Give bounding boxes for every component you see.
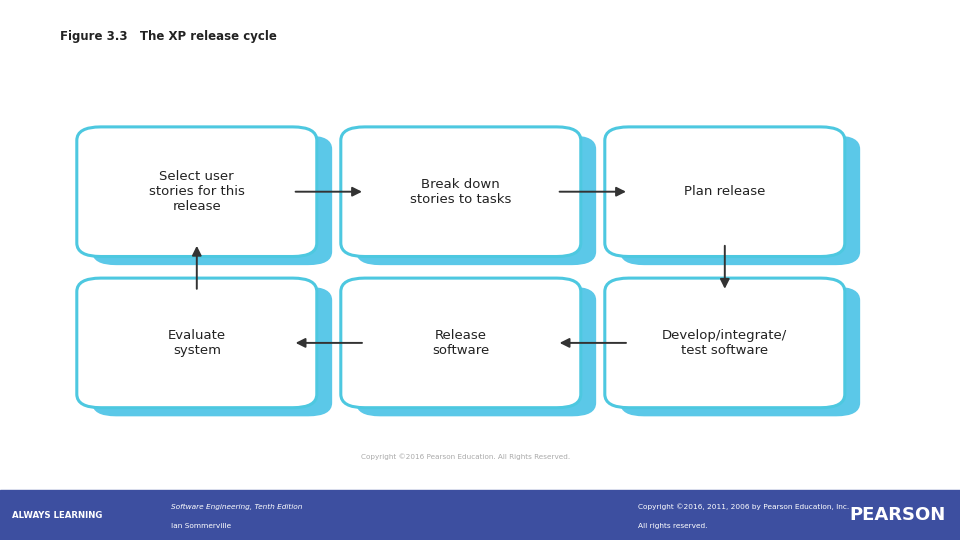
Text: Evaluate
system: Evaluate system: [168, 329, 226, 357]
Text: Copyright ©2016 Pearson Education. All Rights Reserved.: Copyright ©2016 Pearson Education. All R…: [361, 453, 570, 460]
FancyArrowPatch shape: [193, 248, 201, 289]
Text: Plan release: Plan release: [684, 185, 765, 198]
FancyBboxPatch shape: [92, 287, 332, 416]
FancyBboxPatch shape: [620, 136, 860, 265]
Text: Break down
stories to tasks: Break down stories to tasks: [410, 178, 512, 206]
Text: Release
software: Release software: [432, 329, 490, 357]
FancyArrowPatch shape: [296, 188, 360, 195]
Text: Develop/integrate/
test software: Develop/integrate/ test software: [662, 329, 787, 357]
FancyArrowPatch shape: [562, 339, 626, 347]
Text: All rights reserved.: All rights reserved.: [638, 523, 708, 529]
FancyArrowPatch shape: [298, 339, 362, 347]
Text: Select user
stories for this
release: Select user stories for this release: [149, 170, 245, 213]
FancyBboxPatch shape: [77, 278, 317, 408]
FancyBboxPatch shape: [605, 127, 845, 256]
Bar: [0, 490, 960, 540]
FancyBboxPatch shape: [356, 136, 596, 265]
FancyBboxPatch shape: [620, 287, 860, 416]
Text: ALWAYS LEARNING: ALWAYS LEARNING: [12, 511, 102, 519]
Text: Software Engineering, Tenth Edition: Software Engineering, Tenth Edition: [171, 504, 302, 510]
FancyBboxPatch shape: [341, 127, 581, 256]
Text: Figure 3.3   The XP release cycle: Figure 3.3 The XP release cycle: [60, 30, 277, 43]
FancyBboxPatch shape: [605, 278, 845, 408]
FancyBboxPatch shape: [356, 287, 596, 416]
FancyBboxPatch shape: [92, 136, 332, 265]
FancyArrowPatch shape: [560, 188, 624, 195]
Text: Copyright ©2016, 2011, 2006 by Pearson Education, Inc.: Copyright ©2016, 2011, 2006 by Pearson E…: [638, 503, 850, 510]
FancyBboxPatch shape: [341, 278, 581, 408]
FancyArrowPatch shape: [721, 246, 729, 287]
FancyBboxPatch shape: [77, 127, 317, 256]
Text: PEARSON: PEARSON: [850, 506, 946, 524]
Text: Ian Sommerville: Ian Sommerville: [171, 523, 231, 529]
